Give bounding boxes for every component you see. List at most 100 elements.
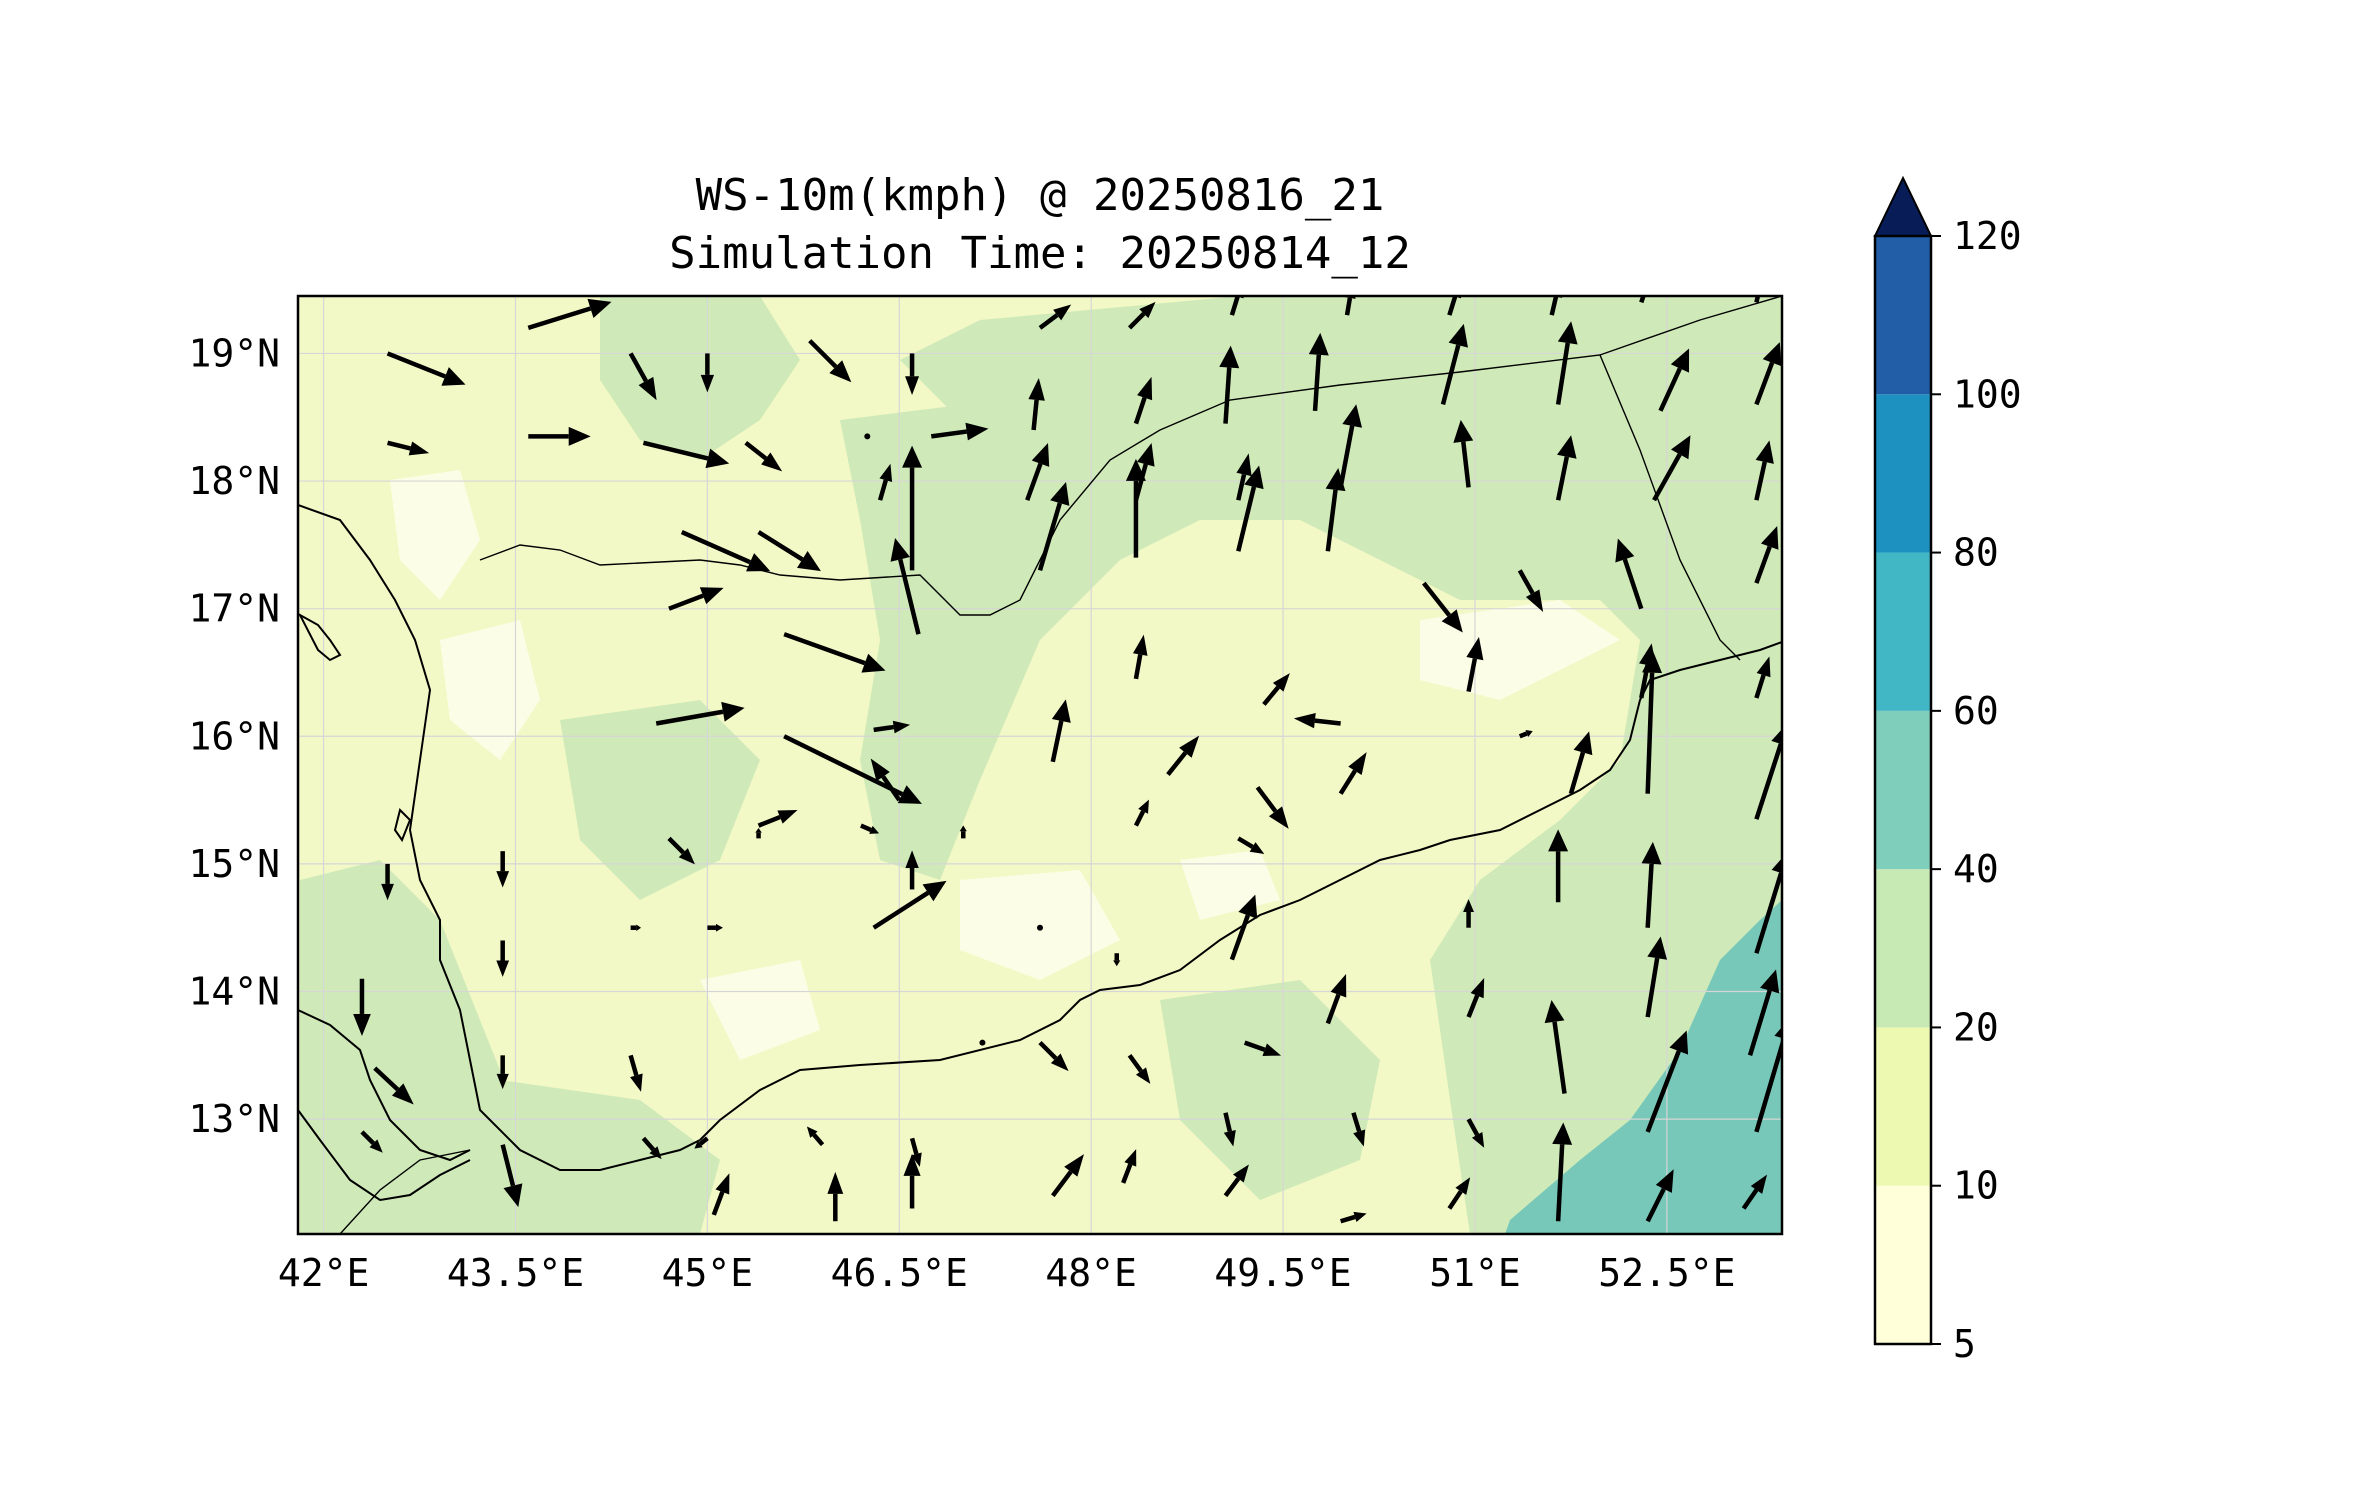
- wind-arrow-shaft: [1645, 1050, 1681, 1133]
- wind-arrow: [905, 850, 919, 890]
- colorbar-label-7: 120: [1953, 214, 2022, 258]
- wind-arrow: [1133, 376, 1153, 425]
- wind-arrow: [496, 1055, 509, 1090]
- colorbar-frame: [1873, 234, 1933, 1346]
- wind-arrow-shaft: [1325, 993, 1341, 1025]
- wind-arrow-head: [1453, 419, 1474, 443]
- yemen-oman-border: [1599, 354, 1741, 661]
- gridlines: [298, 296, 1782, 1234]
- wind-arrow-head: [1053, 304, 1072, 321]
- wind-arrow-shaft: [1447, 1190, 1463, 1210]
- wind-arrow-head: [1249, 842, 1265, 854]
- wind-arrow: [827, 1171, 844, 1222]
- wind-band-40-60: [1505, 900, 1782, 1234]
- wind-arrow: [744, 440, 783, 472]
- wind-arrow: [1741, 1174, 1768, 1210]
- wind-arrow-shaft: [655, 709, 724, 726]
- wind-band-5-10-d: [700, 960, 820, 1060]
- wind-arrow-shaft: [1422, 581, 1451, 617]
- wind-arrow-shaft: [757, 814, 781, 828]
- wind-arrow: [1754, 858, 1782, 954]
- wind-arrow: [694, 1136, 709, 1149]
- wind-arrow-head: [796, 550, 821, 572]
- wind-arrow-head: [897, 785, 922, 804]
- wind-arrow: [1658, 348, 1690, 412]
- wind-arrow-head: [861, 653, 886, 673]
- wind-band-20-40-southwest: [500, 1080, 720, 1234]
- wind-arrow-shaft: [1325, 489, 1338, 552]
- wind-arrow-shaft: [1262, 685, 1280, 706]
- lat-tick-label-5: 18°N: [188, 459, 280, 503]
- wind-arrow-head: [1641, 841, 1662, 865]
- map-panel: [298, 296, 1782, 1234]
- wind-arrow-head: [1557, 321, 1578, 345]
- lat-tick-label-4: 17°N: [188, 587, 280, 631]
- wind-arrow-head: [1050, 481, 1070, 506]
- wind-arrow: [1125, 458, 1146, 558]
- colorbar-label-1: 10: [1953, 1164, 1999, 1208]
- wind-arrow: [1133, 799, 1149, 827]
- wind-arrow-head: [1179, 735, 1200, 758]
- wind-arrow: [808, 339, 852, 383]
- wind-arrow-head: [705, 448, 730, 469]
- wind-arrow-calm: [979, 1039, 986, 1046]
- wind-arrow: [496, 851, 510, 888]
- wind-arrow-shaft: [1243, 1040, 1266, 1052]
- wind-arrow: [1127, 1054, 1151, 1084]
- wind-arrow-shaft: [641, 1136, 656, 1152]
- wind-arrow-head: [1330, 974, 1347, 998]
- lon-tick-label-0: 42°E: [278, 1251, 370, 1295]
- wind-arrow: [877, 463, 893, 501]
- wind-arrow-shaft: [1223, 1112, 1232, 1132]
- wind-arrow-shaft: [1645, 863, 1654, 928]
- wind-arrow: [1645, 1030, 1689, 1133]
- wind-arrow-head: [568, 426, 591, 446]
- wind-arrow-shaft: [1518, 731, 1528, 739]
- wind-arrow-head: [1236, 453, 1252, 477]
- colorbar-segment-0: [1875, 1185, 1931, 1344]
- wind-arrow-head: [1544, 1000, 1565, 1024]
- wind-arrow-head: [1342, 404, 1363, 428]
- wind-arrow: [1555, 321, 1578, 405]
- wind-arrow-head: [496, 871, 510, 888]
- wind-arrow: [680, 530, 771, 572]
- colorbar-segment-4: [1875, 552, 1931, 711]
- wind-arrow-head: [1051, 699, 1071, 723]
- lon-tick-label-6: 51°E: [1429, 1251, 1521, 1295]
- wind-arrow-head: [699, 587, 724, 605]
- wind-band-20-40-north: [600, 296, 800, 460]
- wind-arrow: [496, 940, 510, 977]
- wind-arrow: [1050, 699, 1071, 763]
- horn-of-africa-coast: [298, 1009, 471, 1162]
- wind-arrow-shaft: [1447, 296, 1458, 316]
- wind-arrow-shaft: [783, 632, 866, 666]
- wind-arrow-shaft: [1133, 396, 1147, 425]
- wind-arrow-head: [829, 360, 852, 383]
- wind-arrow-head: [1470, 978, 1485, 999]
- wind-arrow: [1544, 1000, 1567, 1094]
- wind-arrow-shaft: [1127, 1054, 1143, 1073]
- wind-arrow: [902, 445, 923, 571]
- wind-arrow-head: [1525, 730, 1533, 737]
- wind-arrow-head: [1471, 1132, 1485, 1148]
- wind-arrow-head: [1441, 609, 1463, 633]
- lat-tick-label-3: 16°N: [188, 714, 280, 758]
- wind-arrow-head: [636, 924, 642, 931]
- wind-arrow-head: [1615, 538, 1635, 563]
- wind-band-20-40-westcentral: [560, 700, 760, 900]
- wind-arrow: [711, 1173, 730, 1216]
- wind-arrow: [757, 810, 798, 828]
- wind-arrow: [1037, 924, 1043, 931]
- wind-arrow: [1447, 1177, 1471, 1210]
- wind-arrow-head: [1028, 378, 1045, 401]
- wind-arrow-head: [1670, 348, 1690, 373]
- wind-arrow-head: [1557, 435, 1577, 459]
- wind-arrow: [1127, 301, 1156, 330]
- wind-arrow-shaft: [1549, 296, 1559, 316]
- wind-arrow: [1466, 978, 1485, 1018]
- wind-arrow-shaft: [667, 836, 685, 855]
- wind-arrow: [628, 1054, 643, 1092]
- wind-arrow-shaft: [1236, 473, 1247, 501]
- wind-arrow-shaft: [1568, 751, 1586, 795]
